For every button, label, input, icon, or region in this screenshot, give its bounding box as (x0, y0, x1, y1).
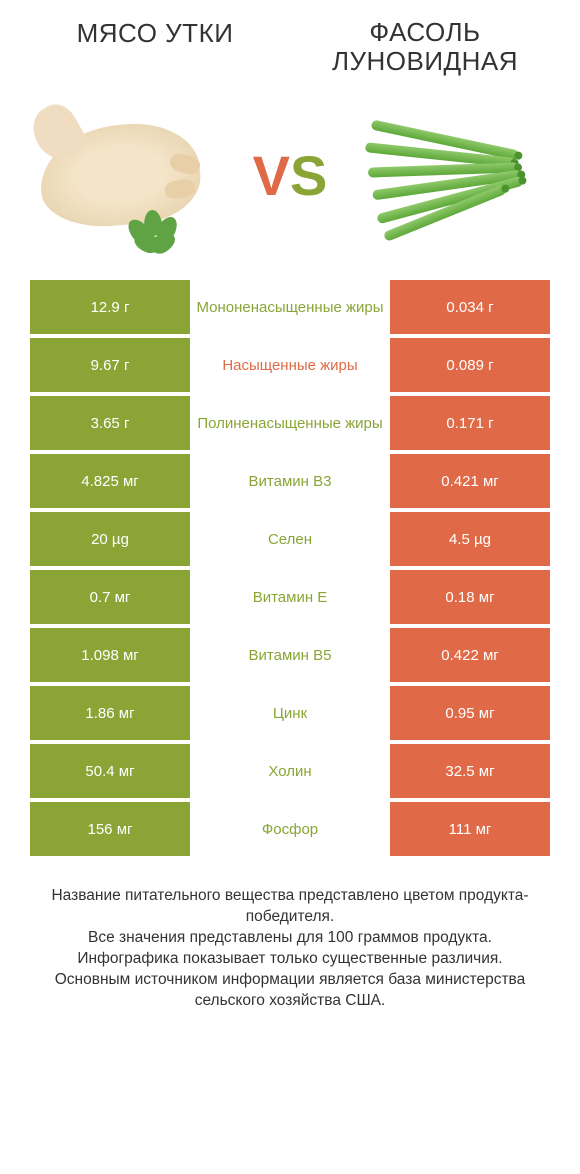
right-value: 0.422 мг (390, 628, 550, 682)
table-row: 9.67 гНасыщенные жиры0.089 г (30, 338, 550, 392)
hero-row: VS (0, 75, 580, 280)
right-value: 0.089 г (390, 338, 550, 392)
duck-illustration-icon (30, 100, 230, 250)
title-right: ФАСОЛЬ ЛУНОВИДНАЯ (290, 18, 560, 75)
left-value: 1.098 мг (30, 628, 190, 682)
right-value: 0.95 мг (390, 686, 550, 740)
footer-line: Основным источником информации является … (30, 970, 550, 1012)
table-row: 156 мгФосфор111 мг (30, 802, 550, 856)
vs-v: V (253, 144, 290, 207)
left-value: 156 мг (30, 802, 190, 856)
nutrient-label: Фосфор (190, 802, 390, 856)
table-row: 12.9 гМононенасыщенные жиры0.034 г (30, 280, 550, 334)
beans-illustration-icon (350, 100, 550, 250)
vs-label: VS (253, 143, 328, 208)
footer-notes: Название питательного вещества представл… (30, 886, 550, 1012)
table-row: 3.65 гПолиненасыщенные жиры0.171 г (30, 396, 550, 450)
nutrient-label: Насыщенные жиры (190, 338, 390, 392)
table-row: 50.4 мгХолин32.5 мг (30, 744, 550, 798)
table-row: 1.098 мгВитамин B50.422 мг (30, 628, 550, 682)
table-row: 4.825 мгВитамин B30.421 мг (30, 454, 550, 508)
comparison-table: 12.9 гМононенасыщенные жиры0.034 г9.67 г… (30, 280, 550, 856)
table-row: 20 µgСелен4.5 µg (30, 512, 550, 566)
left-value: 12.9 г (30, 280, 190, 334)
right-value: 111 мг (390, 802, 550, 856)
right-value: 4.5 µg (390, 512, 550, 566)
left-value: 50.4 мг (30, 744, 190, 798)
right-value: 0.18 мг (390, 570, 550, 624)
infographic-page: МЯСО УТКИ ФАСОЛЬ ЛУНОВИДНАЯ VS 12.9 гМон… (0, 0, 580, 1042)
nutrient-label: Холин (190, 744, 390, 798)
header: МЯСО УТКИ ФАСОЛЬ ЛУНОВИДНАЯ (0, 0, 580, 75)
right-value: 32.5 мг (390, 744, 550, 798)
nutrient-label: Селен (190, 512, 390, 566)
right-value: 0.034 г (390, 280, 550, 334)
footer-line: Название питательного вещества представл… (30, 886, 550, 928)
left-value: 3.65 г (30, 396, 190, 450)
table-row: 0.7 мгВитамин E0.18 мг (30, 570, 550, 624)
right-value: 0.171 г (390, 396, 550, 450)
title-left: МЯСО УТКИ (20, 18, 290, 49)
right-value: 0.421 мг (390, 454, 550, 508)
left-value: 4.825 мг (30, 454, 190, 508)
footer-line: Инфографика показывает только существенн… (30, 949, 550, 970)
vs-s: S (290, 144, 327, 207)
nutrient-label: Цинк (190, 686, 390, 740)
nutrient-label: Полиненасыщенные жиры (190, 396, 390, 450)
table-row: 1.86 мгЦинк0.95 мг (30, 686, 550, 740)
nutrient-label: Витамин B3 (190, 454, 390, 508)
left-value: 9.67 г (30, 338, 190, 392)
nutrient-label: Витамин E (190, 570, 390, 624)
left-value: 20 µg (30, 512, 190, 566)
footer-line: Все значения представлены для 100 граммо… (30, 928, 550, 949)
left-value: 1.86 мг (30, 686, 190, 740)
left-value: 0.7 мг (30, 570, 190, 624)
nutrient-label: Мононенасыщенные жиры (190, 280, 390, 334)
nutrient-label: Витамин B5 (190, 628, 390, 682)
